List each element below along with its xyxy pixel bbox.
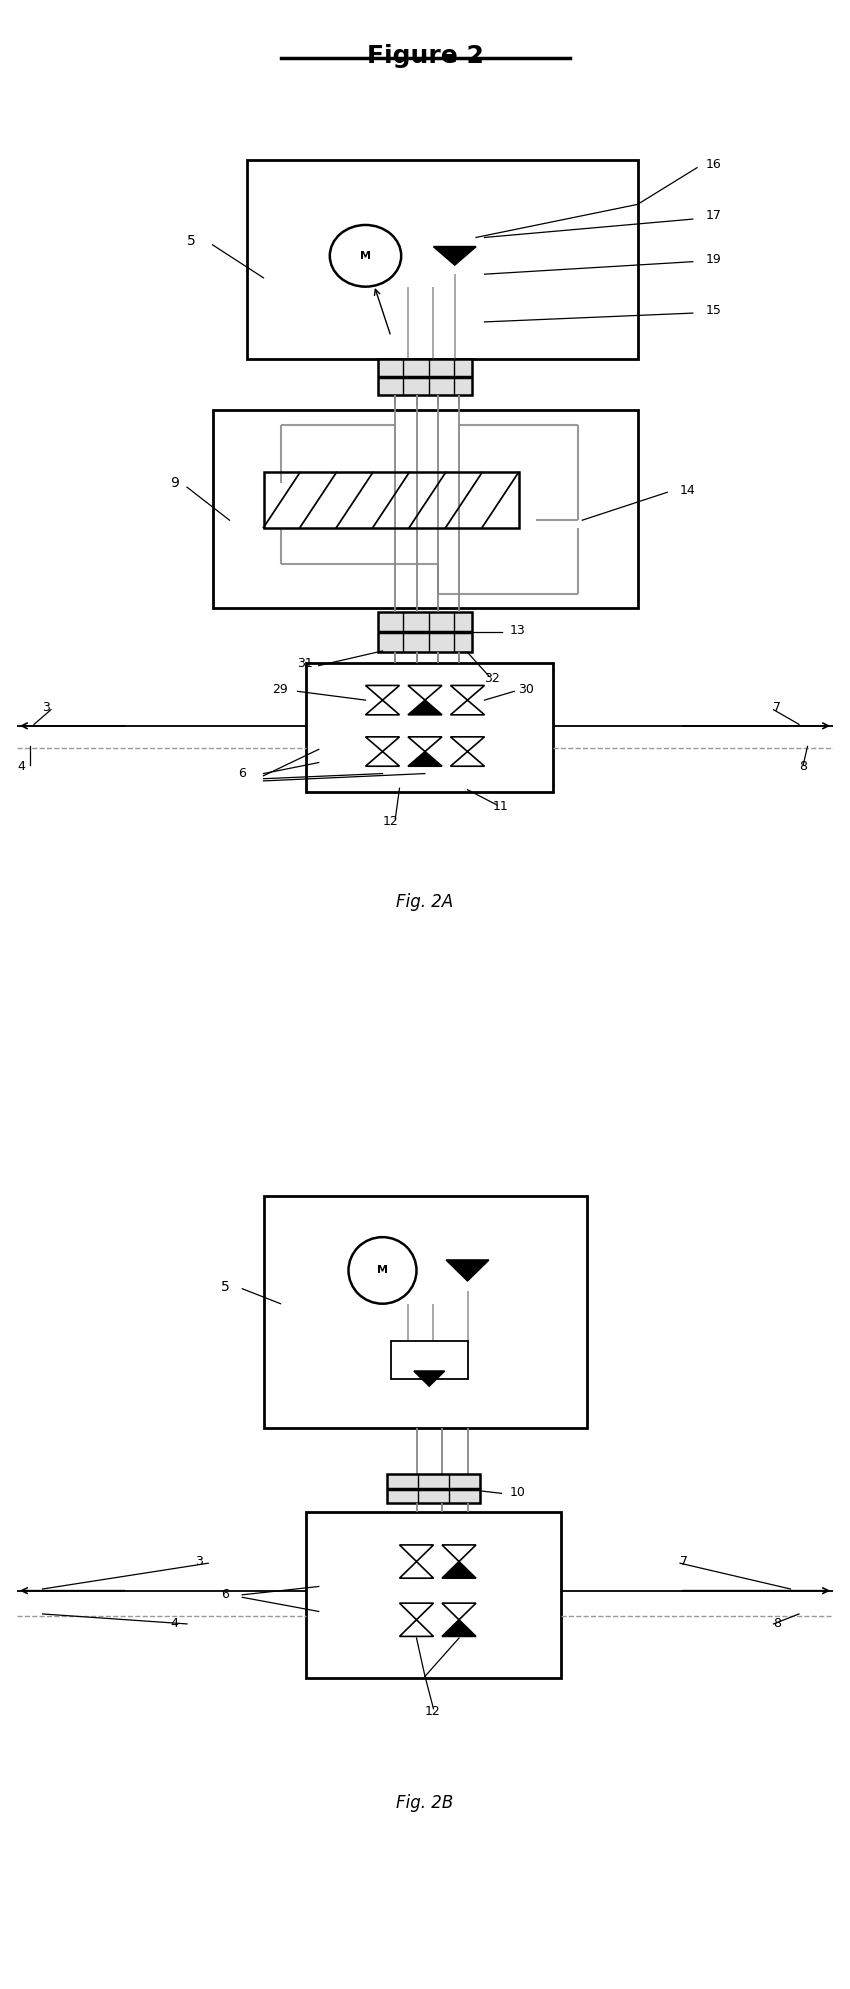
Text: 19: 19 [706, 253, 722, 267]
Text: 16: 16 [706, 157, 722, 171]
Text: 12: 12 [425, 1705, 441, 1718]
Polygon shape [414, 1370, 445, 1386]
Text: 5: 5 [187, 235, 196, 249]
Bar [378, 358, 472, 396]
Text: 6: 6 [238, 768, 246, 780]
Text: 8: 8 [774, 1617, 781, 1631]
Text: 11: 11 [493, 800, 509, 814]
Bar [306, 1512, 561, 1679]
Bar [306, 664, 552, 792]
Polygon shape [442, 1619, 476, 1637]
Bar [391, 1341, 468, 1378]
Polygon shape [408, 752, 442, 766]
Bar [212, 410, 638, 609]
Bar [246, 161, 638, 358]
Bar [264, 473, 518, 527]
Text: 8: 8 [799, 760, 807, 772]
Text: Figure 2: Figure 2 [366, 44, 484, 68]
Polygon shape [434, 247, 476, 265]
Text: 6: 6 [221, 1589, 229, 1601]
Text: 31: 31 [298, 656, 314, 670]
Text: 15: 15 [706, 304, 722, 318]
Polygon shape [446, 1261, 489, 1281]
Text: 3: 3 [196, 1555, 203, 1567]
Text: 29: 29 [272, 682, 288, 696]
Text: 14: 14 [680, 485, 696, 497]
Bar [264, 1195, 586, 1428]
Text: 32: 32 [484, 672, 501, 684]
Text: 4: 4 [170, 1617, 178, 1631]
Bar [387, 1474, 480, 1504]
Text: 17: 17 [706, 209, 722, 223]
Text: Fig. 2B: Fig. 2B [396, 1794, 454, 1812]
Text: 5: 5 [221, 1281, 230, 1295]
Polygon shape [442, 1561, 476, 1577]
Text: 10: 10 [510, 1486, 526, 1500]
Text: 7: 7 [774, 700, 781, 714]
Bar [378, 613, 472, 652]
Text: Fig. 2A: Fig. 2A [396, 893, 454, 911]
Text: 3: 3 [42, 700, 50, 714]
Text: 9: 9 [170, 477, 178, 491]
Text: 4: 4 [17, 760, 25, 772]
Text: 12: 12 [382, 815, 399, 827]
Text: 30: 30 [518, 682, 535, 696]
Text: M: M [377, 1265, 388, 1275]
Text: 7: 7 [680, 1555, 688, 1567]
Text: 13: 13 [510, 625, 526, 636]
Text: M: M [360, 251, 371, 261]
Polygon shape [408, 700, 442, 714]
